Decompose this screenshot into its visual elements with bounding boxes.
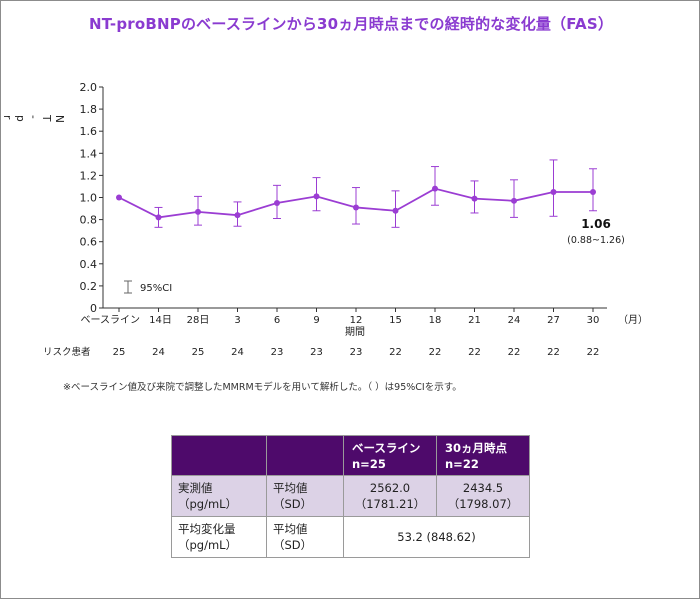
row-label: 実測値 （pg/mL）: [171, 475, 267, 517]
final-value-label: 1.06: [581, 217, 611, 231]
data-point: [274, 200, 280, 207]
y-tick-label: 1.4: [80, 147, 98, 160]
header-month30: 30ヵ月時点 n=22: [436, 435, 530, 476]
risk-count: 22: [587, 347, 600, 358]
y-tick-label: 0.6: [80, 236, 98, 249]
row-label-line2: （pg/mL）: [178, 497, 238, 511]
x-tick-label: 6: [274, 315, 280, 326]
header-baseline-title: ベースライン: [352, 440, 421, 455]
row-stat-line1: 平均値: [273, 522, 308, 536]
data-point: [511, 197, 517, 204]
risk-count: 22: [508, 347, 521, 358]
risk-count: 23: [310, 347, 323, 358]
row-stat-line2: （SD）: [273, 497, 313, 511]
baseline-value-cell: 2562.0 （1781.21）: [343, 475, 437, 517]
risk-count: 22: [547, 347, 560, 358]
row-stat: 平均値 （SD）: [266, 516, 344, 558]
data-point: [313, 193, 320, 200]
risk-row-label: リスク患者: [43, 346, 91, 358]
risk-count: 25: [192, 347, 205, 358]
risk-count: 24: [152, 347, 165, 358]
footnote: ※ベースライン値及び来院で調整したMMRMモデルを用いて解析した。（ ）は95%…: [63, 382, 462, 393]
row-label-line2: （pg/mL）: [178, 538, 238, 552]
data-point: [155, 214, 162, 221]
y-axis-title-char: r: [1, 115, 13, 120]
risk-count: 23: [271, 347, 284, 358]
risk-count: 22: [468, 347, 481, 358]
y-axis-title-char: T: [40, 115, 52, 122]
change-value-cell: 53.2 (848.62): [343, 516, 530, 558]
row-stat: 平均値 （SD）: [266, 475, 344, 517]
month30-sd: （1798.07）: [447, 497, 519, 511]
month30-value-cell: 2434.5 （1798.07）: [436, 475, 530, 517]
x-tick-label: 15: [389, 315, 402, 326]
risk-count: 23: [350, 347, 363, 358]
row-stat-line2: （SD）: [273, 538, 313, 552]
header-month30-n: n=22: [445, 456, 479, 471]
baseline-sd: （1781.21）: [354, 497, 426, 511]
chart-title: NT-proBNPのベースラインから30ヵ月時点までの経時的な変化量（FAS）: [88, 15, 614, 33]
x-axis-unit: （月）: [618, 314, 648, 326]
table-row: 平均変化量 （pg/mL） 平均値 （SD） 53.2 (848.62): [171, 516, 530, 558]
data-point: [195, 208, 201, 215]
y-axis-title-char: p: [14, 115, 26, 122]
data-point: [116, 194, 122, 201]
y-axis-title: NT-proBNPの調整後の幾何平均倍率変化: [1, 115, 65, 126]
y-tick-label: 0.8: [80, 214, 98, 227]
y-tick-label: 1.6: [80, 125, 98, 138]
data-point: [353, 204, 359, 211]
data-point: [550, 188, 557, 195]
header-empty-cell: [266, 435, 344, 476]
y-axis-title-char: N: [53, 115, 65, 123]
header-month30-title: 30ヵ月時点: [445, 440, 508, 455]
header-baseline: ベースライン n=25: [343, 435, 437, 476]
data-point: [590, 188, 596, 195]
row-label-line1: 実測値: [178, 481, 213, 495]
month30-mean: 2434.5: [462, 481, 504, 495]
y-tick-label: 0: [90, 302, 97, 315]
y-tick-label: 0.2: [80, 280, 98, 293]
x-tick-label: 21: [468, 315, 481, 326]
risk-count: 22: [389, 347, 402, 358]
x-tick-label: 28日: [187, 315, 210, 326]
x-tick-label: 3: [234, 315, 240, 326]
summary-table: ベースライン n=25 30ヵ月時点 n=22 実測値 （pg/mL） 平均値 …: [171, 435, 530, 558]
baseline-mean: 2562.0: [369, 481, 411, 495]
risk-count: 24: [231, 347, 244, 358]
x-tick-label: 14日: [149, 315, 172, 326]
data-point: [234, 212, 241, 219]
x-tick-label: 27: [547, 315, 560, 326]
header-empty-cell: [171, 435, 267, 476]
x-tick-label: ベースライン: [81, 314, 141, 326]
y-tick-label: 1.2: [80, 169, 98, 182]
x-axis-title: 期間: [345, 326, 365, 338]
table-row: 実測値 （pg/mL） 平均値 （SD） 2562.0 （1781.21） 24…: [171, 475, 530, 517]
row-label-line1: 平均変化量: [178, 522, 236, 536]
row-label: 平均変化量 （pg/mL）: [171, 516, 267, 558]
data-point: [392, 207, 399, 214]
ci-legend-label: 95%CI: [140, 283, 172, 294]
y-tick-label: 1.8: [80, 103, 98, 116]
x-tick-label: 18: [429, 315, 442, 326]
header-baseline-n: n=25: [352, 456, 386, 471]
chart-plot: 0 0.2 0.4 0.6 0.8 1.0 1.2 1.4 1.6 1.8 2.0 ベースライン 14…: [43, 81, 648, 358]
y-tick-label: 0.4: [80, 258, 98, 271]
data-point: [471, 195, 478, 202]
final-ci-label: (0.88~1.26): [567, 235, 625, 246]
x-tick-label: 12: [350, 315, 363, 326]
row-stat-line1: 平均値: [273, 481, 308, 495]
y-tick-label: 2.0: [80, 81, 98, 94]
y-tick-label: 1.0: [80, 192, 98, 205]
x-tick-label: 24: [508, 315, 521, 326]
risk-count: 25: [113, 347, 126, 358]
x-tick-label: 9: [313, 315, 319, 326]
table-header-row: ベースライン n=25 30ヵ月時点 n=22: [171, 435, 530, 476]
y-axis-title-char: -: [27, 115, 39, 119]
x-tick-label: 30: [587, 315, 600, 326]
data-point: [432, 185, 438, 192]
risk-count: 22: [429, 347, 442, 358]
